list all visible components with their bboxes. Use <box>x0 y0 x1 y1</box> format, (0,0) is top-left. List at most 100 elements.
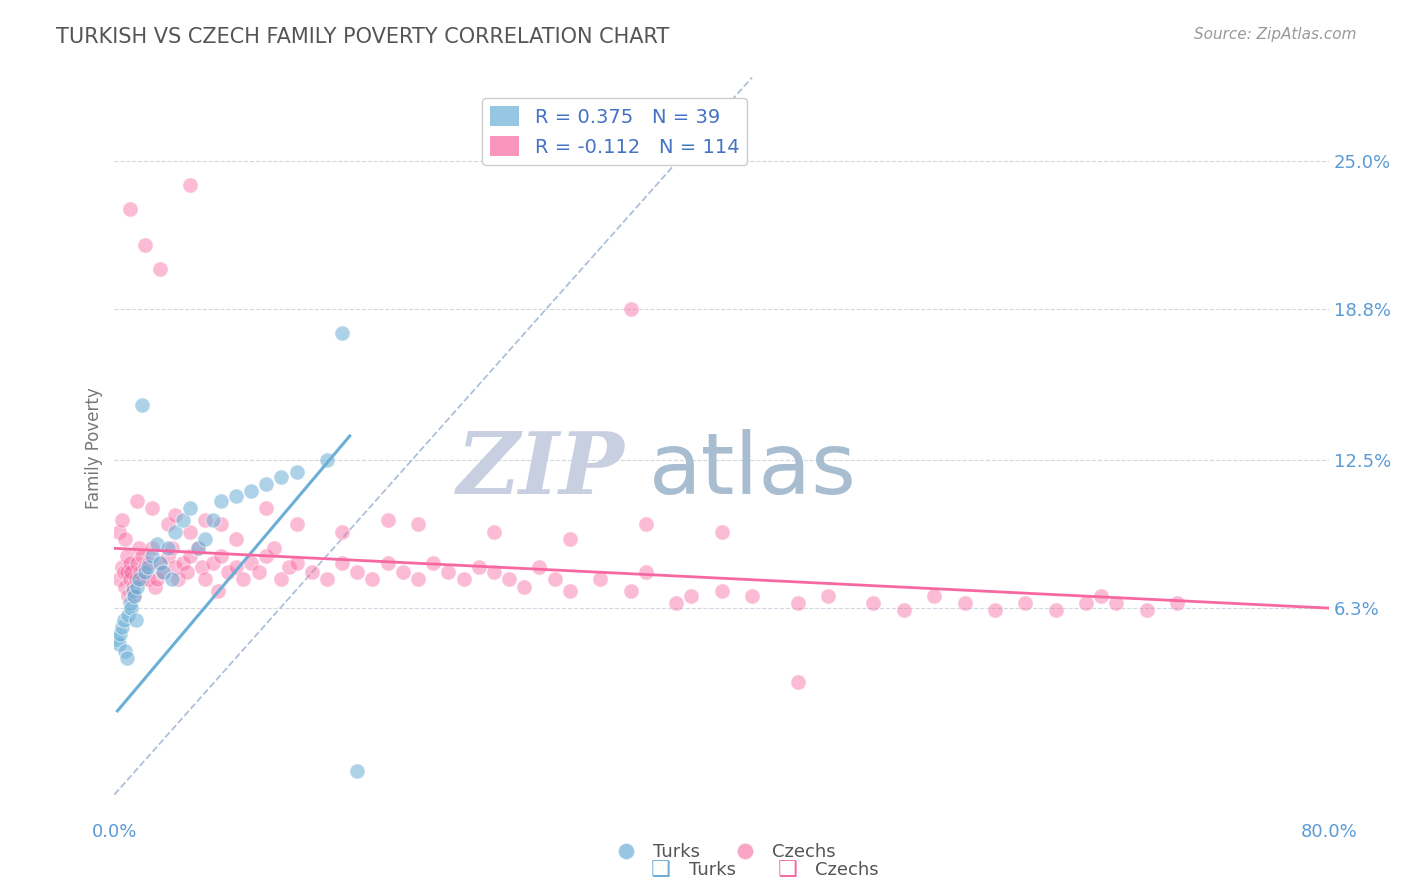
Point <box>127 580 149 594</box>
Point <box>377 513 399 527</box>
Point <box>710 524 733 539</box>
Point <box>513 580 536 594</box>
Point <box>634 517 657 532</box>
Point <box>285 465 308 479</box>
Point <box>406 573 429 587</box>
Point <box>893 603 915 617</box>
Point <box>207 584 229 599</box>
Point <box>922 589 945 603</box>
Point <box>862 596 884 610</box>
Text: Turks: Turks <box>689 861 735 879</box>
Point <box>377 556 399 570</box>
Point <box>453 573 475 587</box>
Point <box>112 613 135 627</box>
Point <box>543 573 565 587</box>
Point <box>115 566 138 580</box>
Point <box>167 573 190 587</box>
Point <box>179 549 201 563</box>
Point <box>710 584 733 599</box>
Point <box>121 584 143 599</box>
Point <box>589 573 612 587</box>
Point <box>152 566 174 580</box>
Text: TURKISH VS CZECH FAMILY POVERTY CORRELATION CHART: TURKISH VS CZECH FAMILY POVERTY CORRELAT… <box>56 27 669 46</box>
Point <box>817 589 839 603</box>
Point <box>108 573 131 587</box>
Point <box>149 261 172 276</box>
Point <box>138 556 160 570</box>
Point <box>111 620 134 634</box>
Point <box>141 541 163 556</box>
Text: Source: ZipAtlas.com: Source: ZipAtlas.com <box>1194 27 1357 42</box>
Point <box>361 573 384 587</box>
Point <box>681 589 703 603</box>
Point <box>1136 603 1159 617</box>
Point <box>316 453 339 467</box>
Point <box>141 549 163 563</box>
Point <box>1074 596 1097 610</box>
Point <box>156 517 179 532</box>
Point <box>263 541 285 556</box>
Point <box>146 536 169 550</box>
Point <box>165 560 187 574</box>
Point <box>128 541 150 556</box>
Point <box>665 596 688 610</box>
Point <box>118 202 141 216</box>
Point <box>953 596 976 610</box>
Point <box>179 500 201 515</box>
Point <box>118 573 141 587</box>
Point <box>117 589 139 603</box>
Point <box>285 556 308 570</box>
Point <box>437 566 460 580</box>
Point <box>127 556 149 570</box>
Point <box>117 608 139 623</box>
Point <box>179 524 201 539</box>
Point <box>160 573 183 587</box>
Point <box>254 476 277 491</box>
Point <box>156 541 179 556</box>
Point <box>202 556 225 570</box>
Point <box>114 532 136 546</box>
Point <box>194 513 217 527</box>
Point <box>136 560 159 574</box>
Point <box>468 560 491 574</box>
Point <box>176 566 198 580</box>
Point <box>301 566 323 580</box>
Point <box>115 651 138 665</box>
Point <box>1014 596 1036 610</box>
Point <box>558 532 581 546</box>
Point <box>225 489 247 503</box>
Point <box>1090 589 1112 603</box>
Point <box>152 566 174 580</box>
Point <box>270 469 292 483</box>
Point <box>172 556 194 570</box>
Point <box>482 524 505 539</box>
Point <box>120 566 142 580</box>
Point <box>141 500 163 515</box>
Point <box>118 556 141 570</box>
Point <box>741 589 763 603</box>
Point <box>558 584 581 599</box>
Point <box>194 532 217 546</box>
Point <box>529 560 551 574</box>
Point <box>134 566 156 580</box>
Point <box>240 483 263 498</box>
Point <box>209 549 232 563</box>
Point <box>285 517 308 532</box>
Point <box>786 596 808 610</box>
Point <box>346 566 368 580</box>
Point <box>225 532 247 546</box>
Point <box>131 398 153 412</box>
Point <box>316 573 339 587</box>
Point <box>120 601 142 615</box>
Point <box>194 573 217 587</box>
Point <box>107 632 129 647</box>
Point <box>118 596 141 610</box>
Point <box>187 541 209 556</box>
Point <box>122 589 145 603</box>
Point <box>1105 596 1128 610</box>
Point <box>346 764 368 778</box>
Point <box>1166 596 1188 610</box>
Point <box>172 513 194 527</box>
Point <box>330 524 353 539</box>
Point <box>128 573 150 587</box>
